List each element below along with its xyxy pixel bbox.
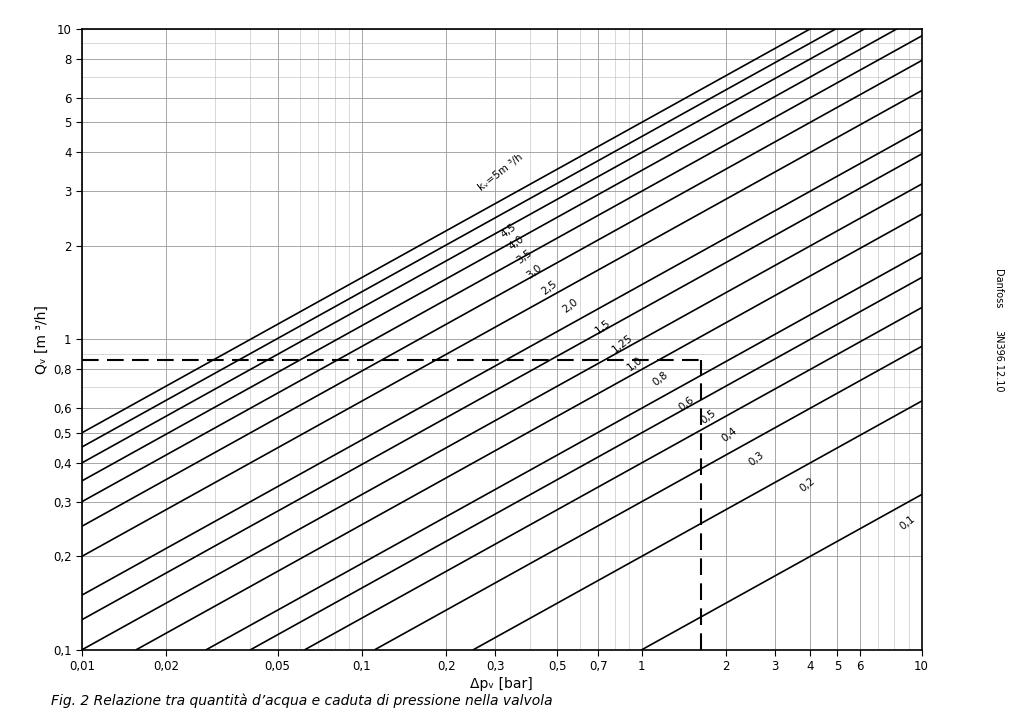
Text: kᵥ=5m ³/h: kᵥ=5m ³/h [477,152,525,193]
Text: 4,0: 4,0 [507,233,526,251]
Text: 0,5: 0,5 [698,407,718,425]
Text: 3N396.12.10: 3N396.12.10 [993,330,1004,392]
Text: 2,5: 2,5 [540,279,559,297]
Text: Danfoss: Danfoss [993,269,1004,308]
Text: 1,5: 1,5 [593,318,612,336]
Text: 0,1: 0,1 [898,514,918,532]
Text: 2,0: 2,0 [561,297,581,315]
Text: 0,3: 0,3 [746,450,766,468]
Text: 3,5: 3,5 [514,247,534,266]
Text: 4,5: 4,5 [499,222,518,240]
Text: 0,4: 0,4 [720,425,739,443]
Text: 0,2: 0,2 [798,476,817,494]
Y-axis label: Qᵥ [m ³/h]: Qᵥ [m ³/h] [35,305,49,374]
Text: 0,6: 0,6 [677,395,696,413]
Text: 3,0: 3,0 [524,262,544,280]
Text: Fig. 2 Relazione tra quantità d’acqua e caduta di pressione nella valvola: Fig. 2 Relazione tra quantità d’acqua e … [51,693,553,708]
Text: 1,0: 1,0 [626,355,645,373]
X-axis label: Δpᵥ [bar]: Δpᵥ [bar] [470,677,534,692]
Text: 1,25: 1,25 [610,333,635,355]
Text: 0,8: 0,8 [651,370,671,388]
